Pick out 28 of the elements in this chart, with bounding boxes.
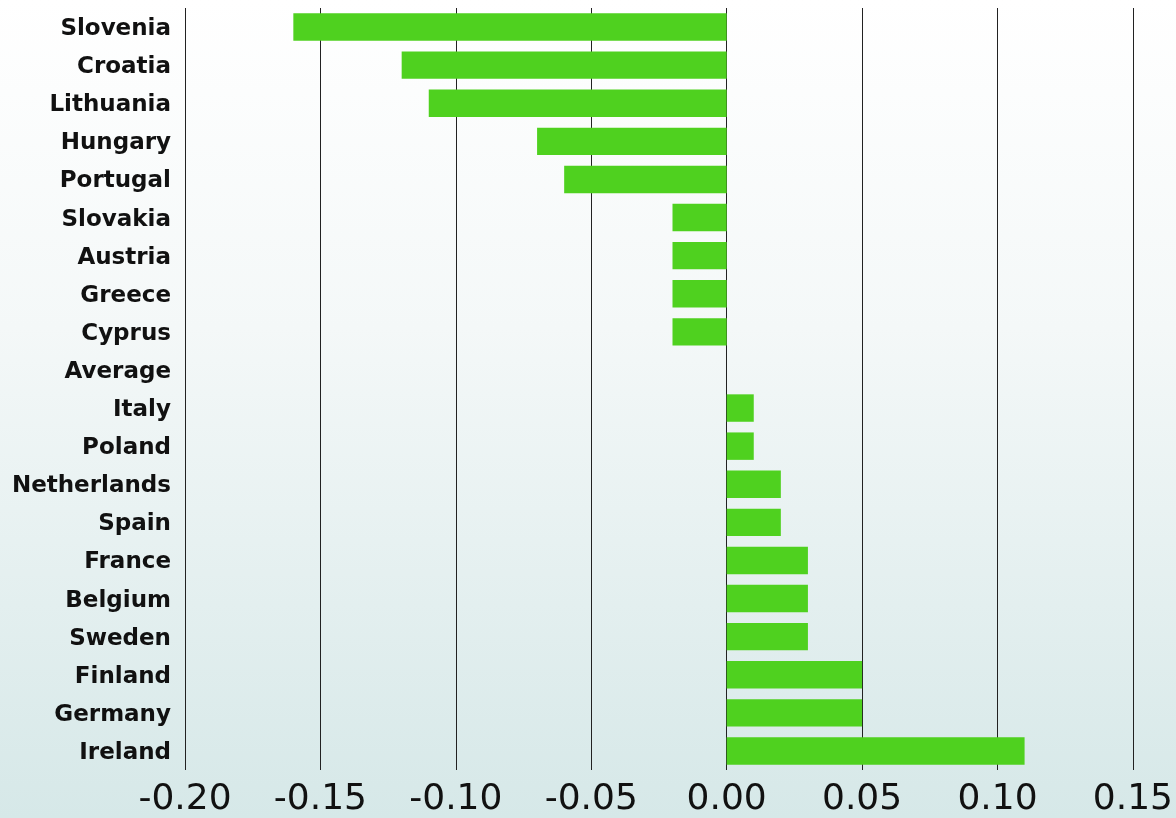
y-tick-label: Croatia	[77, 52, 171, 79]
y-tick-label: Finland	[74, 661, 171, 688]
x-tick-label: -0.05	[544, 775, 638, 817]
y-tick-label: Netherlands	[11, 471, 171, 498]
y-tick-label: Germany	[54, 699, 171, 726]
y-tick-label: Slovenia	[60, 14, 171, 41]
y-tick-label: Hungary	[60, 128, 171, 155]
x-tick-label: -0.20	[138, 775, 232, 817]
x-tick-label: 0.10	[957, 775, 1038, 817]
y-tick-label: Ireland	[79, 737, 171, 764]
y-tick-label: Slovakia	[61, 204, 171, 231]
y-tick-label: Sweden	[69, 623, 171, 650]
y-tick-label: France	[84, 547, 171, 574]
x-tick-label: 0.05	[822, 775, 903, 817]
y-tick-label: Lithuania	[49, 90, 171, 117]
x-tick-label: 0.15	[1092, 775, 1173, 817]
x-tick-label: 0.00	[686, 775, 767, 817]
y-tick-label: Poland	[82, 433, 171, 460]
y-tick-label: Average	[64, 356, 171, 383]
y-tick-label: Greece	[80, 280, 171, 307]
y-tick-label: Belgium	[65, 585, 171, 612]
y-tick-label: Spain	[98, 509, 171, 536]
x-tick-label: -0.15	[273, 775, 367, 817]
y-tick-label: Cyprus	[81, 318, 171, 345]
y-tick-label: Austria	[77, 242, 171, 269]
y-tick-label: Italy	[113, 395, 171, 422]
y-tick-label: Portugal	[59, 166, 171, 193]
x-tick-label: -0.10	[409, 775, 503, 817]
